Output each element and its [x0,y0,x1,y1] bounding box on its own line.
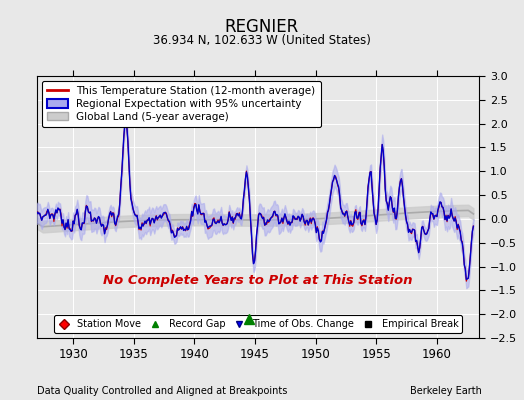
Text: REGNIER: REGNIER [225,18,299,36]
Legend: Station Move, Record Gap, Time of Obs. Change, Empirical Break: Station Move, Record Gap, Time of Obs. C… [54,315,462,333]
Text: No Complete Years to Plot at This Station: No Complete Years to Plot at This Statio… [103,274,413,287]
Text: 36.934 N, 102.633 W (United States): 36.934 N, 102.633 W (United States) [153,34,371,47]
Text: Data Quality Controlled and Aligned at Breakpoints: Data Quality Controlled and Aligned at B… [37,386,287,396]
Text: Berkeley Earth: Berkeley Earth [410,386,482,396]
